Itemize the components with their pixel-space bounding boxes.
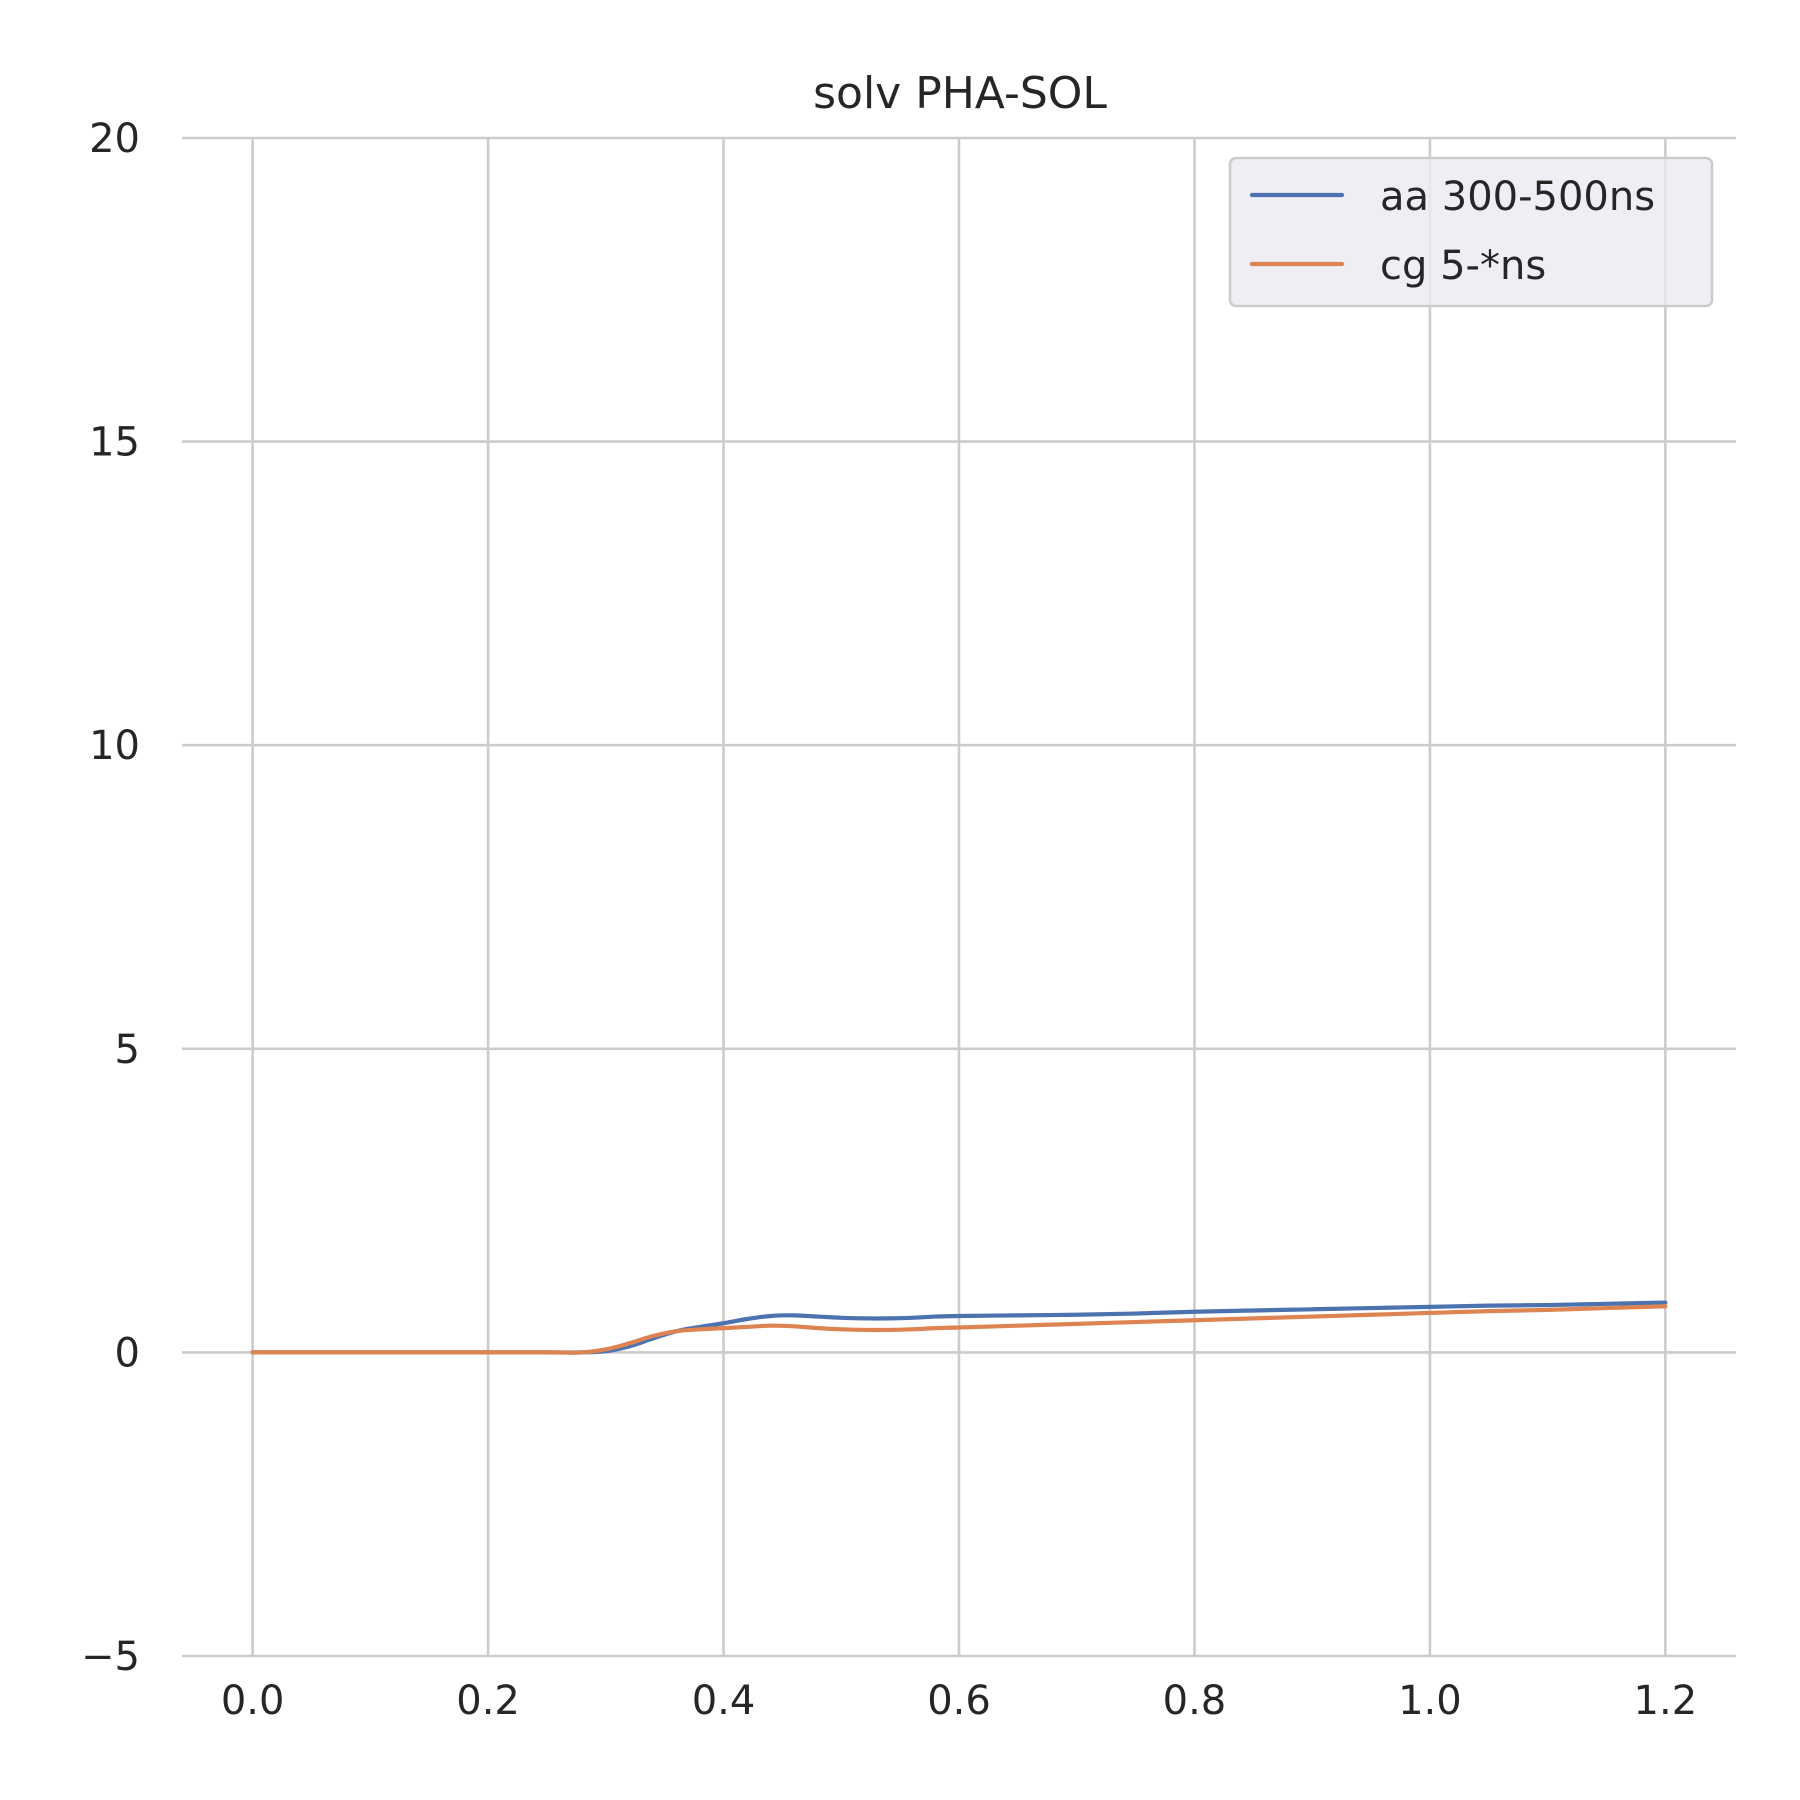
x-tick-label: 0.8 bbox=[1163, 1678, 1227, 1724]
x-axis-ticks: 0.0 0.2 0.4 0.6 0.8 1.0 1.2 bbox=[221, 1678, 1697, 1724]
y-tick-label: 20 bbox=[89, 116, 140, 162]
grid bbox=[182, 136, 1736, 1658]
legend: aa 300-500ns cg 5-*ns bbox=[1228, 156, 1714, 308]
x-tick-label: 0.0 bbox=[221, 1678, 285, 1724]
series-line-cg bbox=[250, 1304, 1668, 1355]
series-lines bbox=[250, 1300, 1668, 1355]
y-tick-label: 0 bbox=[115, 1330, 140, 1376]
x-tick-label: 1.0 bbox=[1398, 1678, 1462, 1724]
legend-label-cg: cg 5-*ns bbox=[1380, 243, 1546, 289]
y-tick-label: 15 bbox=[89, 420, 140, 466]
x-tick-label: 0.4 bbox=[692, 1678, 756, 1724]
x-tick-label: 1.2 bbox=[1634, 1678, 1698, 1724]
chart-title: solv PHA-SOL bbox=[813, 68, 1107, 119]
legend-box bbox=[1228, 156, 1714, 308]
y-tick-label: −5 bbox=[81, 1634, 140, 1680]
x-tick-label: 0.2 bbox=[456, 1678, 520, 1724]
y-axis-ticks: −5 0 5 10 15 20 bbox=[81, 116, 140, 1680]
legend-label-aa: aa 300-500ns bbox=[1380, 174, 1655, 220]
y-tick-label: 10 bbox=[89, 723, 140, 769]
y-tick-label: 5 bbox=[115, 1027, 140, 1073]
x-tick-label: 0.6 bbox=[927, 1678, 991, 1724]
